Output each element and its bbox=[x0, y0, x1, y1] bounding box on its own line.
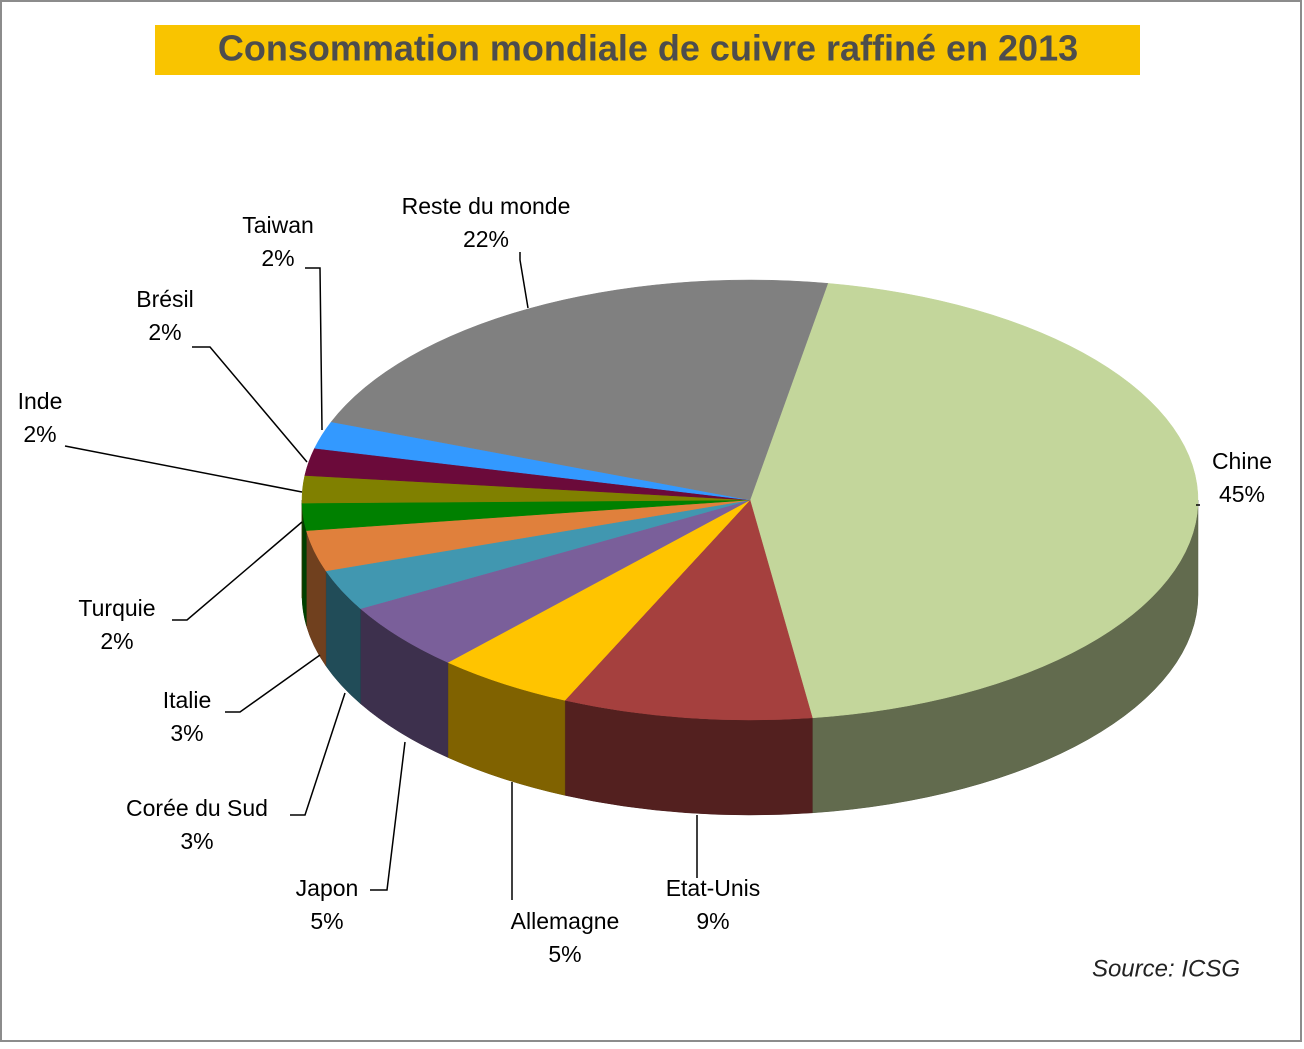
slice-value-label: 3% bbox=[170, 720, 203, 746]
slice-value-label: 22% bbox=[463, 226, 509, 252]
slice-label: Italie bbox=[163, 687, 212, 713]
slice-value-label: 9% bbox=[696, 908, 729, 934]
slice-value-label: 5% bbox=[548, 941, 581, 967]
slice-label: Inde bbox=[18, 388, 63, 414]
slice-value-label: 2% bbox=[148, 319, 181, 345]
slice-value-label: 2% bbox=[261, 245, 294, 271]
slice-label: Brésil bbox=[136, 286, 194, 312]
slice-value-label: 3% bbox=[180, 828, 213, 854]
slice-value-label: 2% bbox=[100, 628, 133, 654]
source-note: Source: ICSG bbox=[1092, 955, 1240, 982]
chart-title: Consommation mondiale de cuivre raffiné … bbox=[218, 28, 1078, 69]
slice-value-label: 5% bbox=[310, 908, 343, 934]
slice-label: Allemagne bbox=[511, 908, 620, 934]
slice-label: Turquie bbox=[78, 595, 155, 621]
slice-label: Etat-Unis bbox=[666, 875, 761, 901]
slice-label: Japon bbox=[296, 875, 359, 901]
slice-label: Corée du Sud bbox=[126, 795, 268, 821]
slice-value-label: 45% bbox=[1219, 481, 1265, 507]
slice-value-label: 2% bbox=[23, 421, 56, 447]
slice-label: Chine bbox=[1212, 448, 1272, 474]
slice-label: Taiwan bbox=[242, 212, 314, 238]
slice-label: Reste du monde bbox=[402, 193, 571, 219]
